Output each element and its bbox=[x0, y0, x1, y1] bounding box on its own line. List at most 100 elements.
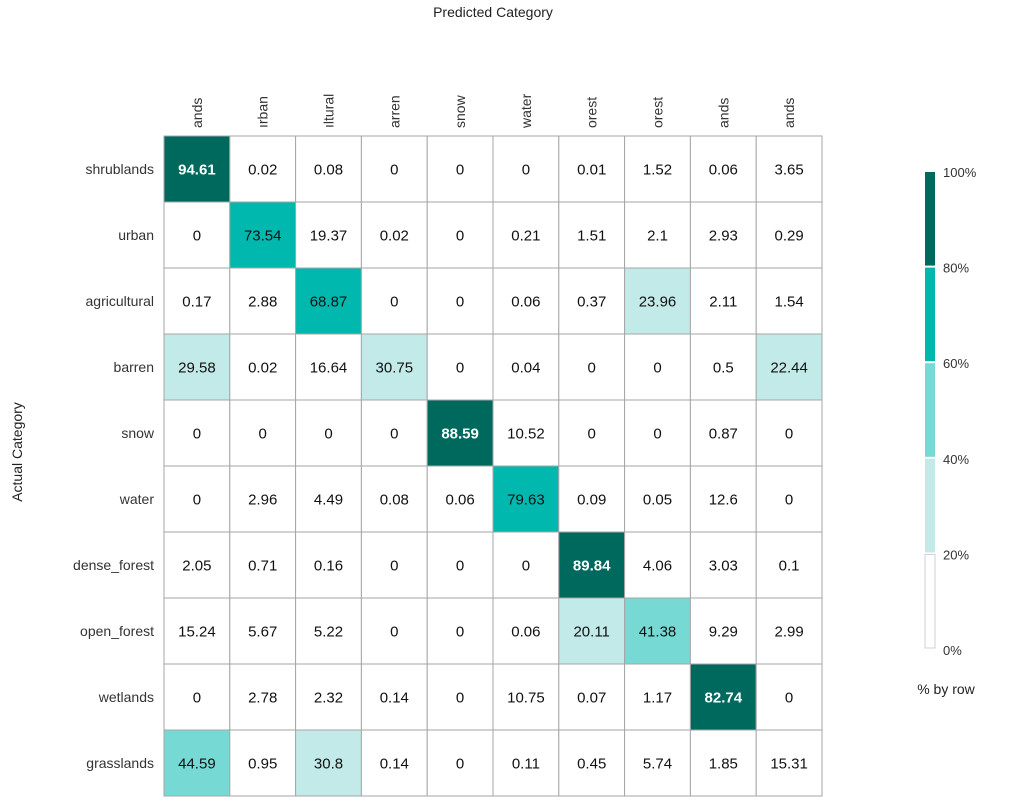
cell-value-label: 0.29 bbox=[774, 228, 803, 245]
x-tick-label: ıltural bbox=[321, 94, 337, 128]
heatmap-cell bbox=[755, 465, 823, 533]
cell-value-label: 89.84 bbox=[573, 558, 611, 575]
cell-value-label: 41.38 bbox=[639, 624, 677, 641]
cell-value-label: 0.5 bbox=[713, 360, 734, 377]
cell-value-label: 1.52 bbox=[643, 162, 672, 179]
heatmap-cell bbox=[360, 531, 428, 599]
cell-value-label: 20.11 bbox=[573, 624, 609, 641]
cell-value-label: 0 bbox=[324, 426, 332, 443]
cell-value-label: 0.02 bbox=[380, 228, 409, 245]
x-tick-label: snow bbox=[452, 94, 468, 128]
legend-segment bbox=[925, 458, 935, 553]
cell-value-label: 5.74 bbox=[643, 756, 672, 773]
cell-value-label: 0 bbox=[390, 624, 398, 641]
x-tick-label: ands bbox=[189, 98, 205, 128]
heatmap-cell bbox=[360, 465, 428, 533]
heatmap-cell bbox=[492, 465, 560, 533]
cell-value-label: 0.1 bbox=[779, 558, 800, 575]
cell-value-label: 0 bbox=[653, 426, 661, 443]
cell-value-label: 0 bbox=[785, 426, 793, 443]
heatmap-cell bbox=[426, 201, 494, 269]
heatmap-cell bbox=[360, 399, 428, 467]
heatmap-cell bbox=[360, 729, 428, 797]
legend-segment bbox=[924, 553, 936, 649]
legend-tick-label: 40% bbox=[943, 452, 969, 467]
cell-value-label: 0 bbox=[456, 162, 464, 179]
heatmap-cell bbox=[229, 267, 297, 335]
heatmap-cell bbox=[163, 201, 231, 269]
cell-value-label: 0.45 bbox=[577, 756, 606, 773]
x-axis-title: Predicted Category bbox=[433, 4, 553, 20]
cell-value-label: 19.37 bbox=[310, 228, 348, 245]
cell-value-label: 0.01 bbox=[577, 162, 606, 179]
heatmap-cell bbox=[426, 333, 494, 401]
cell-value-label: 0 bbox=[456, 294, 464, 311]
y-tick-label: grasslands bbox=[86, 755, 154, 771]
cell-value-label: 0 bbox=[456, 228, 464, 245]
cell-value-label: 1.51 bbox=[577, 228, 606, 245]
heatmap-cell bbox=[163, 465, 231, 533]
cell-value-label: 0 bbox=[588, 360, 596, 377]
heatmap-cell bbox=[229, 465, 297, 533]
cell-value-label: 0 bbox=[456, 624, 464, 641]
x-tick-label: ırban bbox=[255, 96, 271, 128]
cell-value-label: 0.87 bbox=[709, 426, 738, 443]
heatmap-cell bbox=[229, 399, 297, 467]
heatmap-cell bbox=[492, 135, 560, 203]
heatmap-cell bbox=[295, 597, 362, 665]
heatmap-cell bbox=[229, 333, 297, 401]
y-tick-label: water bbox=[119, 491, 155, 507]
heatmap-cell bbox=[229, 729, 297, 797]
cell-value-label: 0 bbox=[193, 492, 201, 509]
cell-value-label: 0.06 bbox=[511, 624, 540, 641]
y-tick-label: snow bbox=[121, 425, 155, 441]
cell-value-label: 0 bbox=[456, 360, 464, 377]
cell-value-label: 0 bbox=[456, 690, 464, 707]
cell-value-label: 0 bbox=[193, 228, 201, 245]
heatmap-cell bbox=[295, 729, 362, 797]
heatmap-cell bbox=[163, 333, 231, 401]
x-tick-label: ands bbox=[781, 98, 797, 128]
heatmap-cell bbox=[229, 201, 297, 269]
cell-value-label: 0.06 bbox=[511, 294, 540, 311]
heatmap-cell bbox=[755, 663, 823, 731]
heatmap-cell bbox=[295, 201, 362, 269]
legend-tick-label: 20% bbox=[943, 547, 969, 562]
heatmap-cell bbox=[558, 531, 626, 599]
cell-value-label: 0.09 bbox=[577, 492, 606, 509]
heatmap-cell bbox=[755, 201, 823, 269]
legend-tick-label: 80% bbox=[943, 261, 969, 276]
cell-value-label: 29.58 bbox=[178, 360, 216, 377]
heatmap-cell bbox=[689, 531, 757, 599]
cell-value-label: 0.08 bbox=[380, 492, 409, 509]
cell-value-label: 0 bbox=[653, 360, 661, 377]
cell-value-label: 0.04 bbox=[511, 360, 540, 377]
cell-value-label: 0.06 bbox=[709, 162, 738, 179]
heatmap-cell bbox=[295, 465, 362, 533]
heatmap-cell bbox=[624, 267, 691, 335]
heatmap-cell bbox=[426, 267, 494, 335]
y-tick-label: dense_forest bbox=[73, 557, 154, 573]
cell-value-label: 30.75 bbox=[376, 360, 414, 377]
cell-value-label: 73.54 bbox=[244, 228, 282, 245]
cell-value-label: 0.02 bbox=[248, 162, 277, 179]
heatmap-cell bbox=[426, 135, 494, 203]
heatmap-cell bbox=[229, 663, 297, 731]
cell-value-label: 0 bbox=[193, 690, 201, 707]
cell-value-label: 15.24 bbox=[178, 624, 216, 641]
cell-value-label: 0 bbox=[456, 756, 464, 773]
cell-value-label: 0.06 bbox=[445, 492, 474, 509]
heatmap-cell bbox=[689, 729, 757, 797]
cell-value-label: 0.05 bbox=[643, 492, 672, 509]
heatmap-cell bbox=[755, 729, 823, 797]
heatmap-cell bbox=[558, 135, 626, 203]
heatmap-cell bbox=[229, 531, 297, 599]
heatmap-cell bbox=[360, 267, 428, 335]
cell-value-label: 0 bbox=[785, 690, 793, 707]
cell-value-label: 1.54 bbox=[774, 294, 803, 311]
cell-value-label: 15.31 bbox=[770, 756, 808, 773]
heatmap-cell bbox=[558, 333, 626, 401]
cell-value-label: 0.37 bbox=[577, 294, 606, 311]
